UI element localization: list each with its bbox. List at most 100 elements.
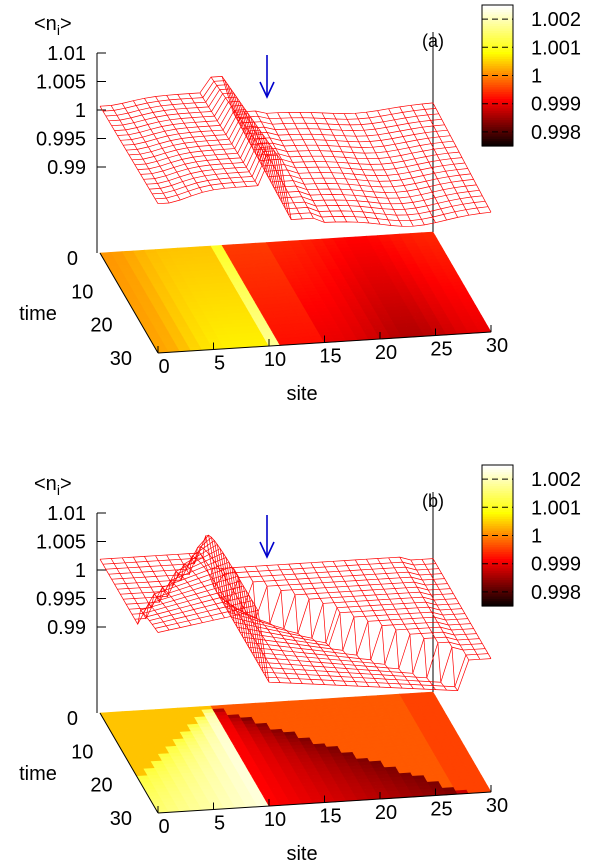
surface-line-site <box>266 113 325 223</box>
y-tick-label: 30 <box>110 348 132 370</box>
colorbar-tick-label: 0.998 <box>531 122 581 144</box>
surface-line-site <box>354 559 414 689</box>
colorbar-segment <box>482 493 513 497</box>
x-axis: 0 5 10 15 20 25 30 site <box>157 785 508 862</box>
surface-line-site <box>354 113 414 227</box>
colorbar-segment <box>482 131 513 135</box>
x-tick-label: 15 <box>319 806 341 828</box>
colorbar-tick-label: 1.001 <box>531 497 581 519</box>
z-axis-label: <ni> <box>34 473 72 498</box>
colorbar-segment <box>482 30 513 34</box>
colorbar-segment <box>482 488 513 492</box>
colorbar-segment <box>482 526 513 530</box>
colorbar-segment <box>482 37 513 41</box>
colorbar-tick-label: 1.002 <box>531 9 581 31</box>
colorbar-segment <box>482 77 513 81</box>
surface-line-site <box>210 568 270 683</box>
colorbar-segment <box>482 84 513 88</box>
colorbar-tick-label: 1 <box>531 66 542 88</box>
surface-line-site <box>410 105 470 216</box>
y-tick-label: 10 <box>71 281 93 303</box>
x-tick-label: 10 <box>264 809 286 831</box>
colorbar-segment <box>482 99 513 102</box>
colorbar-segment <box>482 44 513 48</box>
colorbar-segment <box>482 504 513 508</box>
x-tick-label: 5 <box>214 813 225 835</box>
z-tick-label: 1.01 <box>47 503 86 525</box>
surface-wireframe <box>99 534 492 691</box>
colorbar-segment <box>482 143 513 147</box>
surface-line-site <box>133 100 192 197</box>
colorbar-segment <box>482 467 513 471</box>
surface-line-site <box>199 92 259 186</box>
surface-line-site <box>388 108 447 221</box>
colorbar-segment <box>482 490 513 494</box>
colorbar-tick-label: 1.002 <box>531 469 581 491</box>
y-axis-line <box>99 252 159 354</box>
colorbar-segment <box>482 554 513 558</box>
surface-line-site <box>321 561 381 688</box>
colorbar-segment <box>482 596 513 600</box>
colorbar-segment <box>482 551 513 555</box>
heatmap <box>99 691 492 814</box>
colorbar-segment <box>482 502 513 506</box>
colorbar-segment <box>482 486 513 490</box>
colorbar-segment <box>482 87 513 91</box>
colorbar-segment <box>482 507 513 511</box>
panel-label: (b) <box>422 491 444 511</box>
surface-line-site <box>121 557 181 628</box>
colorbar-segment <box>482 110 513 114</box>
colorbar-segment <box>482 556 513 560</box>
surface-line-site <box>221 76 281 160</box>
surface-line-site <box>199 534 259 611</box>
colorbar-segment <box>482 591 513 595</box>
z-axis-label: <ni> <box>34 13 72 38</box>
colorbar-segment <box>482 12 513 15</box>
colorbar-segment <box>482 474 513 478</box>
z-label-end: > <box>60 13 72 35</box>
arrow-head <box>259 541 275 559</box>
colorbar-segment <box>482 573 513 577</box>
surface-line-site <box>99 106 159 204</box>
colorbar-segment <box>482 59 513 62</box>
colorbar-segment <box>482 141 513 145</box>
colorbar-segment <box>482 476 513 480</box>
surface-line-site <box>155 555 214 621</box>
z-tick-label: 1.005 <box>36 532 86 554</box>
colorbar-segment <box>482 514 513 518</box>
colorbar-segment <box>482 49 513 53</box>
colorbar-segment <box>482 580 513 584</box>
colorbar-segment <box>482 563 513 567</box>
colorbar-tick-label: 0.999 <box>531 554 581 576</box>
surface-line-site <box>377 110 436 223</box>
surface-line-site <box>110 558 170 631</box>
surface-line-site <box>177 554 236 616</box>
colorbar-segment <box>482 540 513 544</box>
colorbar-segment <box>482 115 513 119</box>
surface-line-site <box>144 98 203 193</box>
colorbar-segment <box>482 120 513 124</box>
colorbar-segment <box>482 82 513 86</box>
colorbar-segment <box>482 601 513 605</box>
colorbar-segment <box>482 570 513 574</box>
colorbar-segment <box>482 63 513 67</box>
surface-line-time <box>155 154 489 222</box>
colorbar-segment <box>482 544 513 548</box>
surface-line-site <box>399 106 459 218</box>
colorbar-segment <box>482 80 513 84</box>
colorbar-segment <box>482 21 513 25</box>
colorbar-segment <box>482 91 513 95</box>
colorbar-segment <box>482 28 513 32</box>
colorbar-segment <box>482 101 513 105</box>
z-tick-label: 0.99 <box>47 617 86 639</box>
colorbar-segment <box>482 108 513 112</box>
z-tick-label: 0.995 <box>36 589 86 611</box>
z-tick-label: 0.995 <box>36 129 86 151</box>
surface-line-time <box>102 80 436 120</box>
surface-line-site <box>243 111 303 220</box>
colorbar-segment <box>482 52 513 55</box>
surface-line-site <box>310 562 370 687</box>
colorbar-segment <box>482 19 513 23</box>
